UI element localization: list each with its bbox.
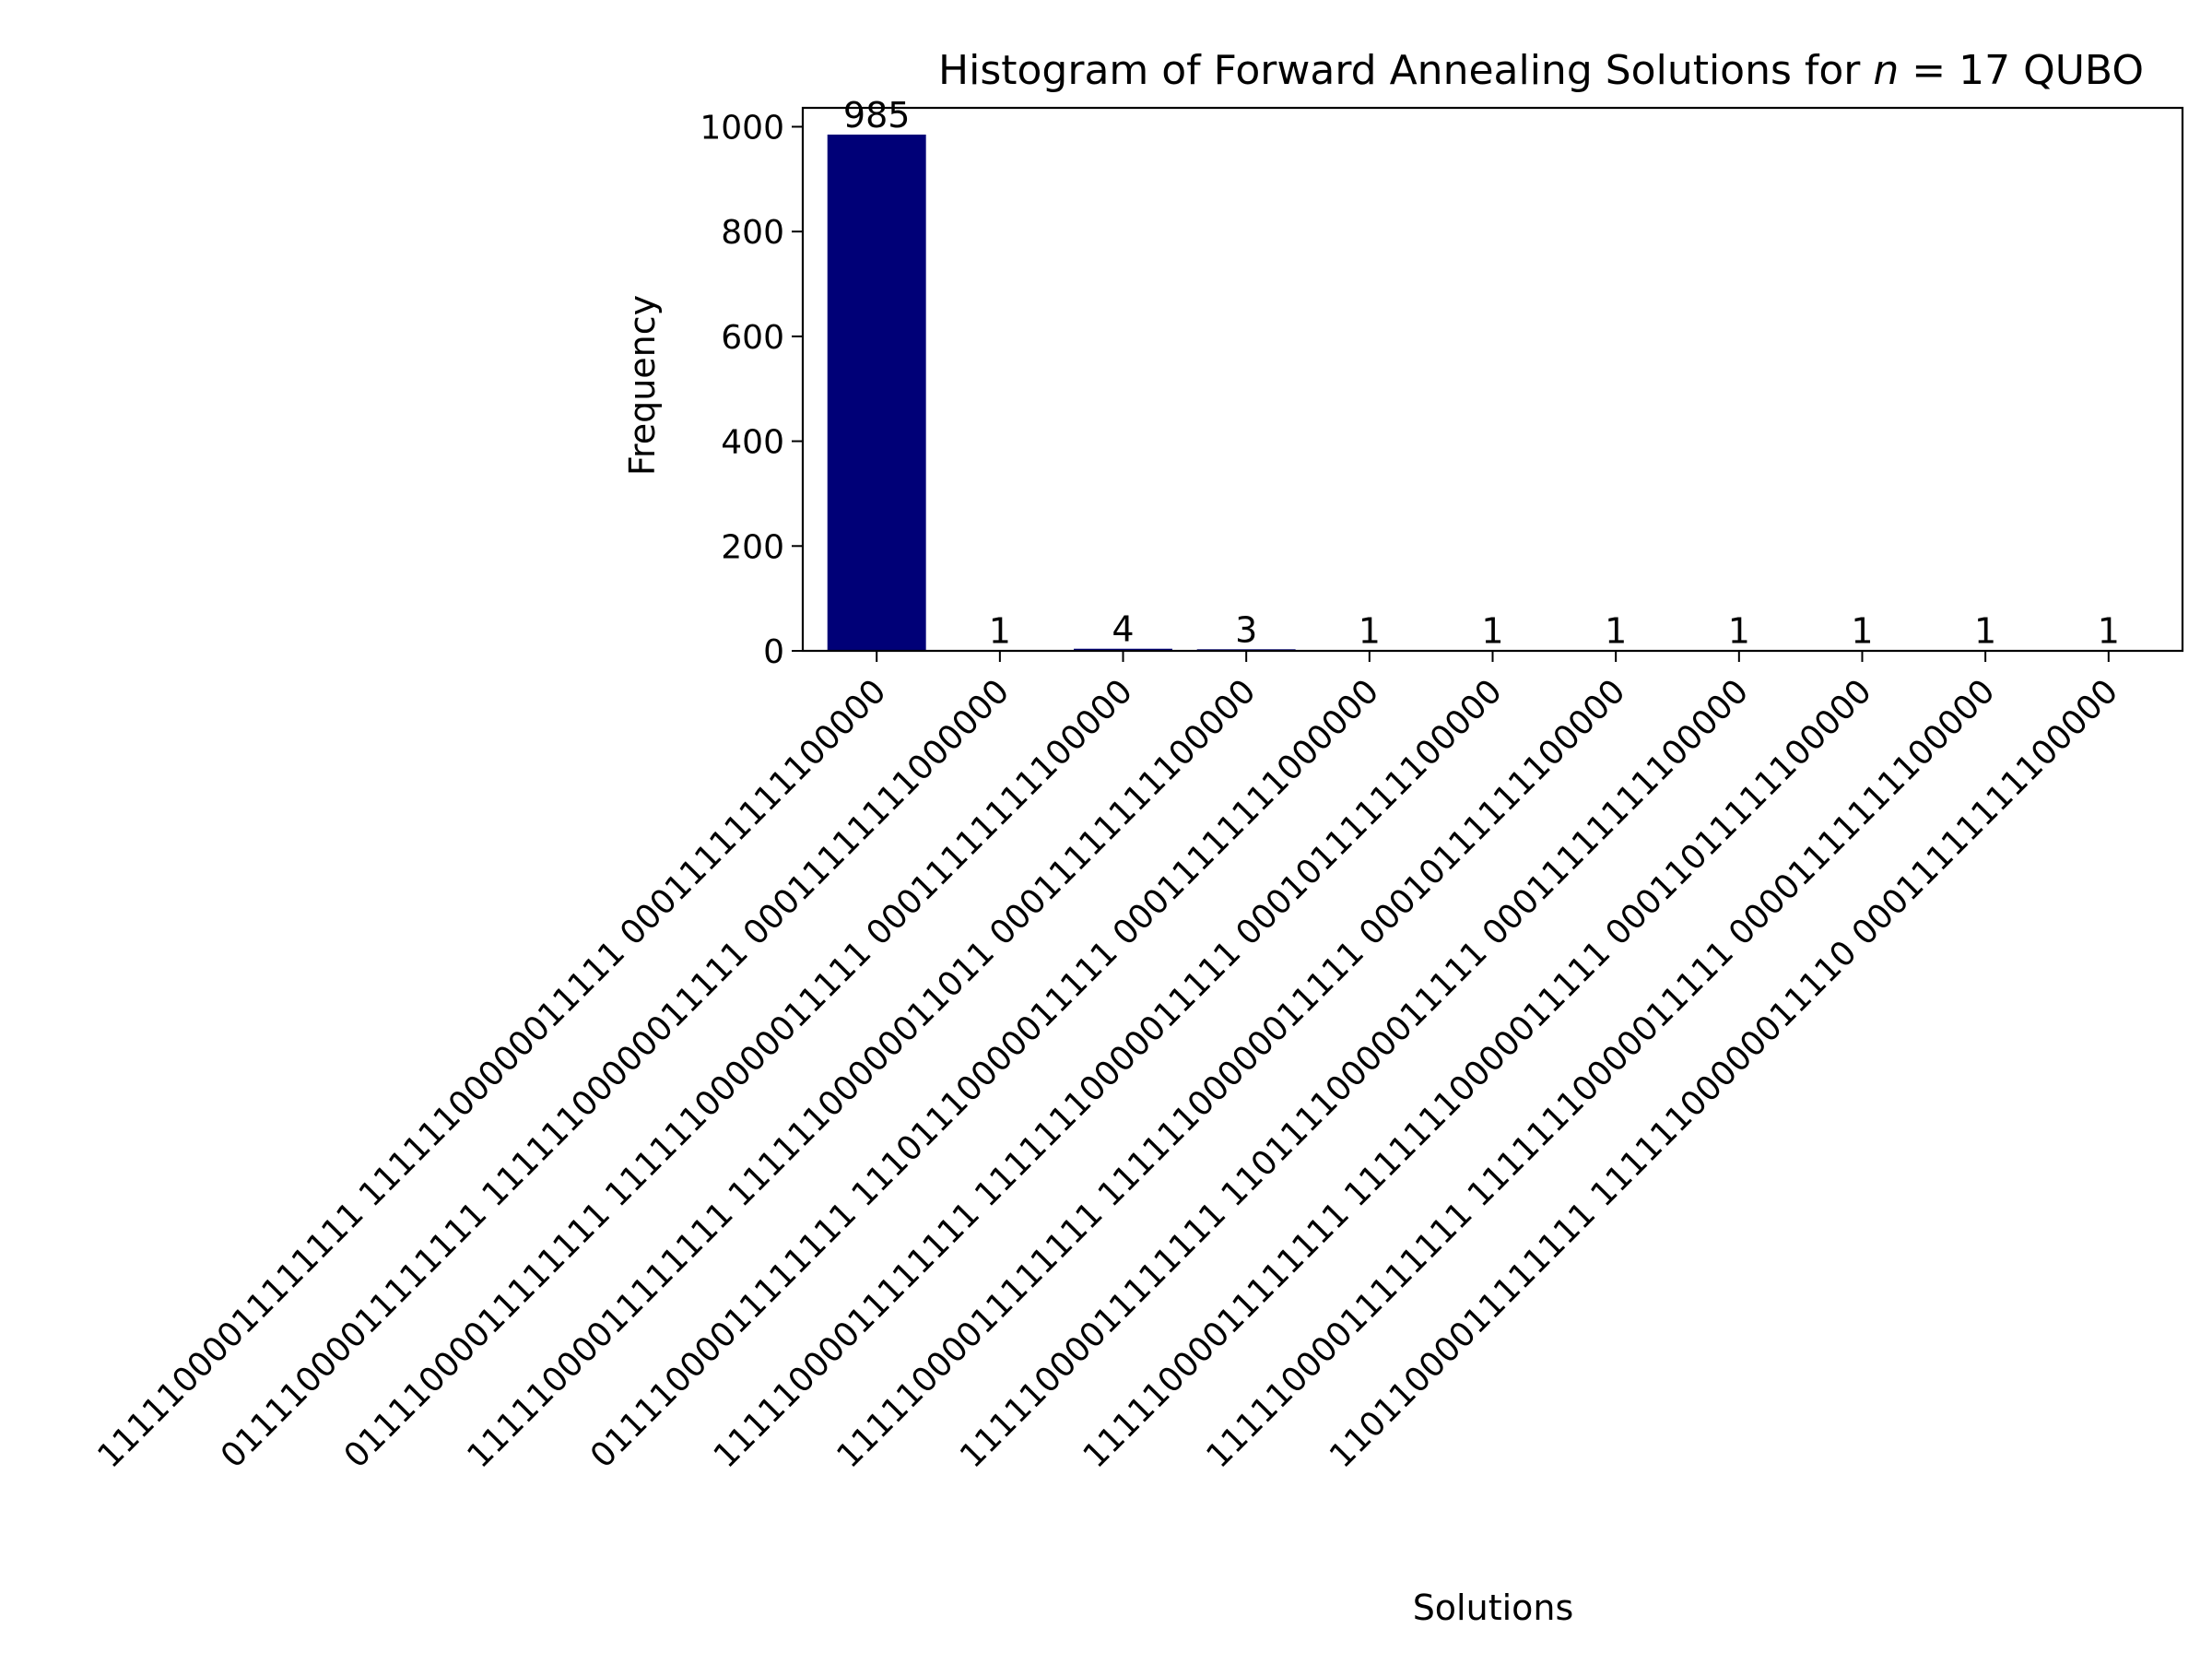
x-tick-label: 11111000011111111 11011110000011111 0001…	[953, 672, 1756, 1475]
chart-title: Histogram of Forward Annealing Solutions…	[938, 47, 2144, 94]
y-tick-label: 400	[721, 424, 784, 462]
bar-value-label: 985	[843, 95, 911, 136]
bar	[827, 134, 926, 651]
y-tick-label: 800	[721, 214, 784, 252]
x-axis: 11111000011111111 11111100000011111 0001…	[90, 651, 2125, 1476]
y-tick-label: 1000	[700, 109, 784, 147]
plot-frame	[801, 106, 2184, 653]
bar-value-label: 1	[1481, 610, 1503, 651]
bar-value-label: 4	[1112, 609, 1134, 650]
bar-value-label: 1	[2098, 610, 2120, 651]
bar-value-label: 1	[1728, 610, 1750, 651]
x-tick-label: 11111000011111111 11111110000011111 0001…	[707, 672, 1510, 1475]
bar	[1074, 648, 1172, 651]
x-tick-label: 11111000011111111 11111100000011111 0001…	[90, 672, 893, 1475]
x-tick-label: 11111000011111111 11111110000011111 0001…	[1077, 672, 1879, 1475]
bars-group	[827, 134, 2159, 651]
x-tick-label: 01111000011111111 11111100000011111 0001…	[337, 672, 1140, 1475]
y-tick-label: 0	[763, 633, 784, 671]
x-tick-label: 01111000011111111 11111100000011111 0001…	[214, 672, 1017, 1475]
bar-value-label: 1	[1359, 610, 1381, 651]
y-tick-label: 600	[721, 319, 784, 357]
bar-value-label: 1	[1851, 610, 1873, 651]
x-tick-label: 11011000011111111 11111100000011110 0001…	[1323, 672, 2125, 1475]
x-axis-label: Solutions	[1413, 1587, 1574, 1628]
x-tick-label: 11111000011111111 11111110000011111 0000…	[1199, 672, 2002, 1475]
x-tick-label: 11111000011111111 11111100000011011 0001…	[460, 672, 1263, 1475]
bar-value-label: 1	[989, 610, 1011, 651]
y-axis-label: Frequency	[622, 295, 663, 476]
bar-value-label: 1	[1974, 610, 1996, 651]
bar-value-label: 3	[1235, 609, 1257, 650]
y-axis: 0 200 400 600 800 1000	[700, 109, 803, 671]
bar-value-label: 1	[1605, 610, 1627, 651]
x-tick-label: 01111000011111111 11101110000011111 0001…	[583, 672, 1386, 1475]
data-labels-group: 985 1 4 3 1 1 1 1 1 1 1	[843, 95, 2120, 651]
x-tick-label: 11111000011111111 11111100000011111 0001…	[830, 672, 1632, 1475]
y-tick-label: 200	[721, 528, 784, 566]
